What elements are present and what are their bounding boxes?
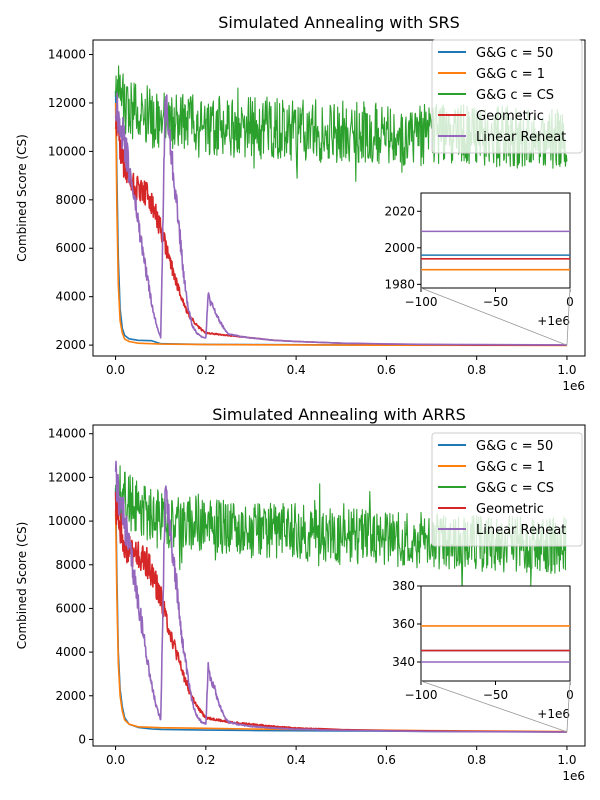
plot-frame <box>92 424 586 747</box>
y-tick-label: 6000 <box>55 241 86 255</box>
inset-y-tick-label: 360 <box>392 617 415 631</box>
y-tick-label: 2000 <box>55 689 86 703</box>
legend-label: G&G c = CS <box>476 481 554 496</box>
chart-panel-1: Simulated Annealing with SRS 0.0 0.2 0.4 0.6… <box>15 13 586 393</box>
series-group <box>114 460 568 733</box>
x-tick-label: 1.0 <box>557 363 576 377</box>
legend-label: G&G c = 50 <box>476 46 553 61</box>
legend-label: G&G c = 50 <box>476 439 553 454</box>
series-line-g-g-c-cs <box>115 465 568 593</box>
y-tick-label: 14000 <box>48 427 86 441</box>
y-tick-label: 6000 <box>55 601 86 615</box>
y-tick-label: 8000 <box>55 558 86 572</box>
legend-label: Geometric <box>476 502 544 517</box>
inset-y-tick-label: 1980 <box>384 277 415 291</box>
inset-frame <box>420 585 571 682</box>
inset-x-tick-label: −100 <box>405 295 438 309</box>
legend-label: Geometric <box>476 109 544 124</box>
chart-title: Simulated Annealing with ARRS <box>212 405 465 424</box>
inset-y-tick-label: 340 <box>392 655 415 669</box>
inset-x-tick-label: −50 <box>483 295 508 309</box>
legend-label: Linear Reheat <box>476 130 566 145</box>
chart-title: Simulated Annealing with SRS <box>218 13 460 32</box>
series-group <box>114 65 568 347</box>
zoom-connector <box>566 680 571 732</box>
legend-label: G&G c = 1 <box>476 460 545 475</box>
legend-label: G&G c = 1 <box>476 67 545 82</box>
series-line-linear-reheat <box>114 460 567 733</box>
series-line-linear-reheat <box>114 92 567 346</box>
x-tick-label: 0.2 <box>196 363 215 377</box>
x-tick-label: 0.8 <box>467 363 486 377</box>
zoom-connector <box>420 287 568 346</box>
inset-offset-label: +1e6 <box>537 707 570 721</box>
inset-frame <box>420 192 571 289</box>
legend-box <box>431 432 583 547</box>
inset-x-tick-label: −100 <box>405 688 438 702</box>
series-line-g-g-c-1 <box>114 102 567 347</box>
y-tick-label: 10000 <box>48 514 86 528</box>
legend: G&G c = 50 G&G c = 1 G&G c = CS Geometric Li… <box>431 432 583 547</box>
x-tick-label: 0.4 <box>287 363 306 377</box>
chart-panel-2: Simulated Annealing with ARRS 0.0 0.2 0.4 0.… <box>15 405 586 783</box>
y-tick-label: 8000 <box>55 193 86 207</box>
inset-y-tick-label: 2000 <box>384 241 415 255</box>
y-tick-label: 0 <box>78 732 86 746</box>
inset-x-tick-label: 0 <box>566 688 574 702</box>
inset-offset-label: +1e6 <box>537 314 570 328</box>
y-tick-label: 4000 <box>55 645 86 659</box>
x-tick-label: 0.4 <box>287 753 306 767</box>
y-axis-label: Combined Score (CS) <box>15 134 29 262</box>
inset-y-tick-label: 380 <box>392 579 415 593</box>
x-offset-label: 1e6 <box>562 769 585 783</box>
inset-y-tick-label: 2020 <box>384 204 415 218</box>
y-axis-label: Combined Score (CS) <box>15 522 29 650</box>
legend-box <box>431 39 583 154</box>
x-tick-label: 0.0 <box>106 753 125 767</box>
x-tick-label: 0.0 <box>106 363 125 377</box>
y-tick-label: 12000 <box>48 96 86 110</box>
series-line-geometric <box>114 485 567 733</box>
x-tick-label: 0.8 <box>467 753 486 767</box>
y-tick-label: 2000 <box>55 338 86 352</box>
inset-axes: −100 −50 0 340 360 380 +1e6 <box>392 579 574 721</box>
x-tick-label: 0.2 <box>196 753 215 767</box>
legend: G&G c = 50 G&G c = 1 G&G c = CS Geometric Li… <box>431 39 583 154</box>
legend-label: G&G c = CS <box>476 88 554 103</box>
y-tick-label: 12000 <box>48 470 86 484</box>
inset-x-tick-label: −50 <box>483 688 508 702</box>
x-tick-label: 1.0 <box>557 753 576 767</box>
x-offset-label: 1e6 <box>562 379 585 393</box>
x-tick-label: 0.6 <box>377 753 396 767</box>
zoom-connector <box>420 680 568 733</box>
y-tick-label: 4000 <box>55 290 86 304</box>
legend-label: Linear Reheat <box>476 523 566 538</box>
x-tick-label: 0.6 <box>377 363 396 377</box>
inset-x-tick-label: 0 <box>566 295 574 309</box>
inset-axes: −100 −50 0 1980 2000 2020 +1e6 <box>384 192 574 328</box>
zoom-connector <box>566 287 571 346</box>
y-tick-label: 10000 <box>48 144 86 158</box>
plot-frame <box>92 39 586 357</box>
y-tick-label: 14000 <box>48 48 86 62</box>
